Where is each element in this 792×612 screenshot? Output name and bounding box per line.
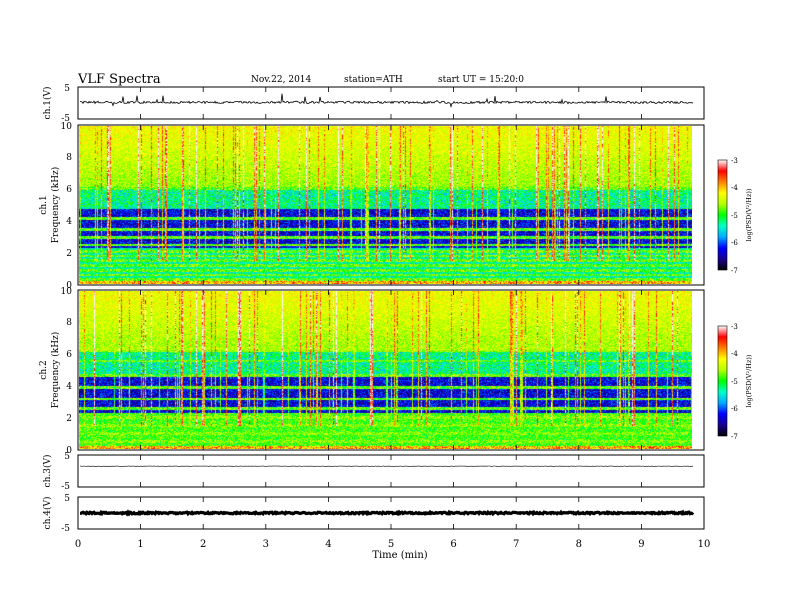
x-axis-label: Time (min) [372,550,427,561]
ch2-colorbar-tick: -7 [731,433,738,441]
ch1-colorbar-tick: -6 [731,239,738,247]
ch1-colorbar-tick: -4 [731,184,738,192]
ch1-colorbar-tick: -3 [731,157,738,165]
x-tick-label: 1 [137,539,143,550]
ch2-freq-ytick: 4 [66,382,72,392]
ch2-freq-ytick: 2 [66,414,72,424]
ch1-freq-ytick: 6 [66,185,72,195]
x-tick-label: 8 [576,539,582,550]
ch2-colorbar-tick: -5 [731,378,738,386]
ch1-colorbar-tick: -5 [731,212,738,220]
x-tick-label: 3 [263,539,269,550]
ch2-colorbar [717,325,728,437]
ch1-wave-ylabel: ch.1(V) [42,87,53,120]
ch2-colorbar-label: log(PSD(V²/Hz)) [745,354,753,407]
ch2-colorbar-tick: -6 [731,405,738,413]
x-axis-tick-labels: 0 1 2 3 4 5 6 7 8 9 10 [75,539,711,550]
ch1-freq-ytick: 8 [66,153,72,163]
ch1-freq-ytick: 10 [61,122,73,132]
ch1-freq-ytick: 2 [66,249,72,259]
x-tick-label: 2 [200,539,206,550]
ch2-channel-label: ch.2 [39,360,49,379]
ch1-wave-ytick: 5 [64,84,70,94]
station-label: station=ATH [344,75,403,85]
ch1-colorbar-label: log(PSD(V²/Hz)) [745,188,753,241]
ch2-freq-ytick: 10 [61,287,73,297]
ch1-colorbar [717,159,728,271]
x-tick-label: 5 [388,539,394,550]
ch3-wave-ytick: -5 [61,482,70,492]
ch1-frequency-ylabel: Frequency (kHz) [50,167,61,244]
ch2-freq-ytick: 0 [66,446,72,456]
ch1-spectrogram-image [79,126,692,284]
x-axis-ticks [77,87,705,529]
ch2-colorbar-tick: -3 [731,323,738,331]
ch1-freq-ytick: 0 [66,281,72,291]
date-label: Nov.22, 2014 [251,75,312,85]
ch1-wave-ytick: -5 [61,114,70,124]
ch1-waveform-line [79,93,694,108]
x-tick-label: 6 [450,539,456,550]
start-time-label: start UT = 15:20:0 [438,75,524,85]
ch4-wave-ytick: -5 [61,524,70,534]
x-tick-label: 4 [325,539,331,550]
ch2-freq-ytick: 8 [66,318,72,328]
ch2-frequency-ylabel: Frequency (kHz) [50,332,61,409]
ch3-wave-ytick: 5 [64,452,70,462]
ch4-wave-ytick: 5 [64,494,70,504]
ch1-freq-ytick: 4 [66,217,72,227]
ch1-colorbar-tick: -7 [731,267,738,275]
x-tick-label: 10 [698,539,711,550]
ch1-channel-label: ch.1 [39,195,49,214]
x-tick-label: 0 [75,539,81,550]
x-tick-label: 9 [638,539,644,550]
x-tick-label: 7 [513,539,519,550]
ch2-freq-ytick: 6 [66,350,72,360]
ch2-spectrogram-image [79,291,692,449]
ch4-waveform-line [80,509,695,517]
chart-title: VLF Spectra [78,72,161,87]
ch4-wave-ylabel: ch.4(V) [42,497,53,530]
ch3-wave-ylabel: ch.3(V) [42,455,53,488]
ch2-colorbar-tick: -4 [731,350,738,358]
